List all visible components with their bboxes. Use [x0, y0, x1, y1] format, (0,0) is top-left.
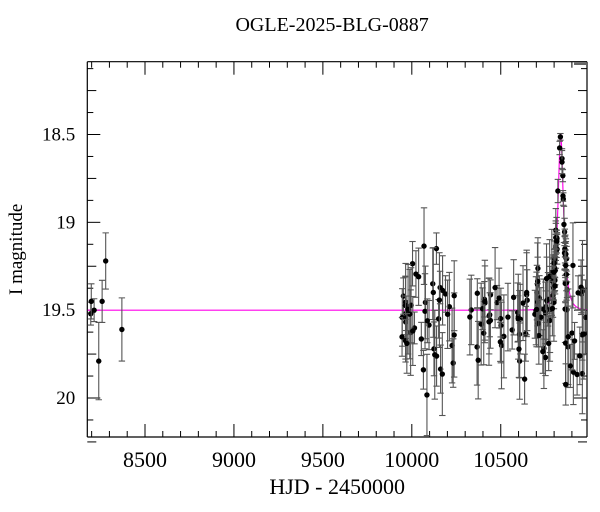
svg-text:OGLE-2025-BLG-0887: OGLE-2025-BLG-0887 — [235, 14, 428, 36]
svg-text:8500: 8500 — [123, 447, 167, 472]
svg-text:10500: 10500 — [473, 447, 528, 472]
svg-text:I magnitude: I magnitude — [6, 204, 27, 295]
svg-text:9500: 9500 — [301, 447, 345, 472]
svg-text:18.5: 18.5 — [42, 125, 75, 146]
svg-text:19: 19 — [56, 212, 75, 233]
svg-text:HJD - 2450000: HJD - 2450000 — [269, 474, 405, 499]
svg-text:9000: 9000 — [212, 447, 256, 472]
svg-text:20: 20 — [56, 388, 75, 409]
svg-text:10000: 10000 — [384, 447, 439, 472]
svg-text:19.5: 19.5 — [42, 300, 75, 321]
